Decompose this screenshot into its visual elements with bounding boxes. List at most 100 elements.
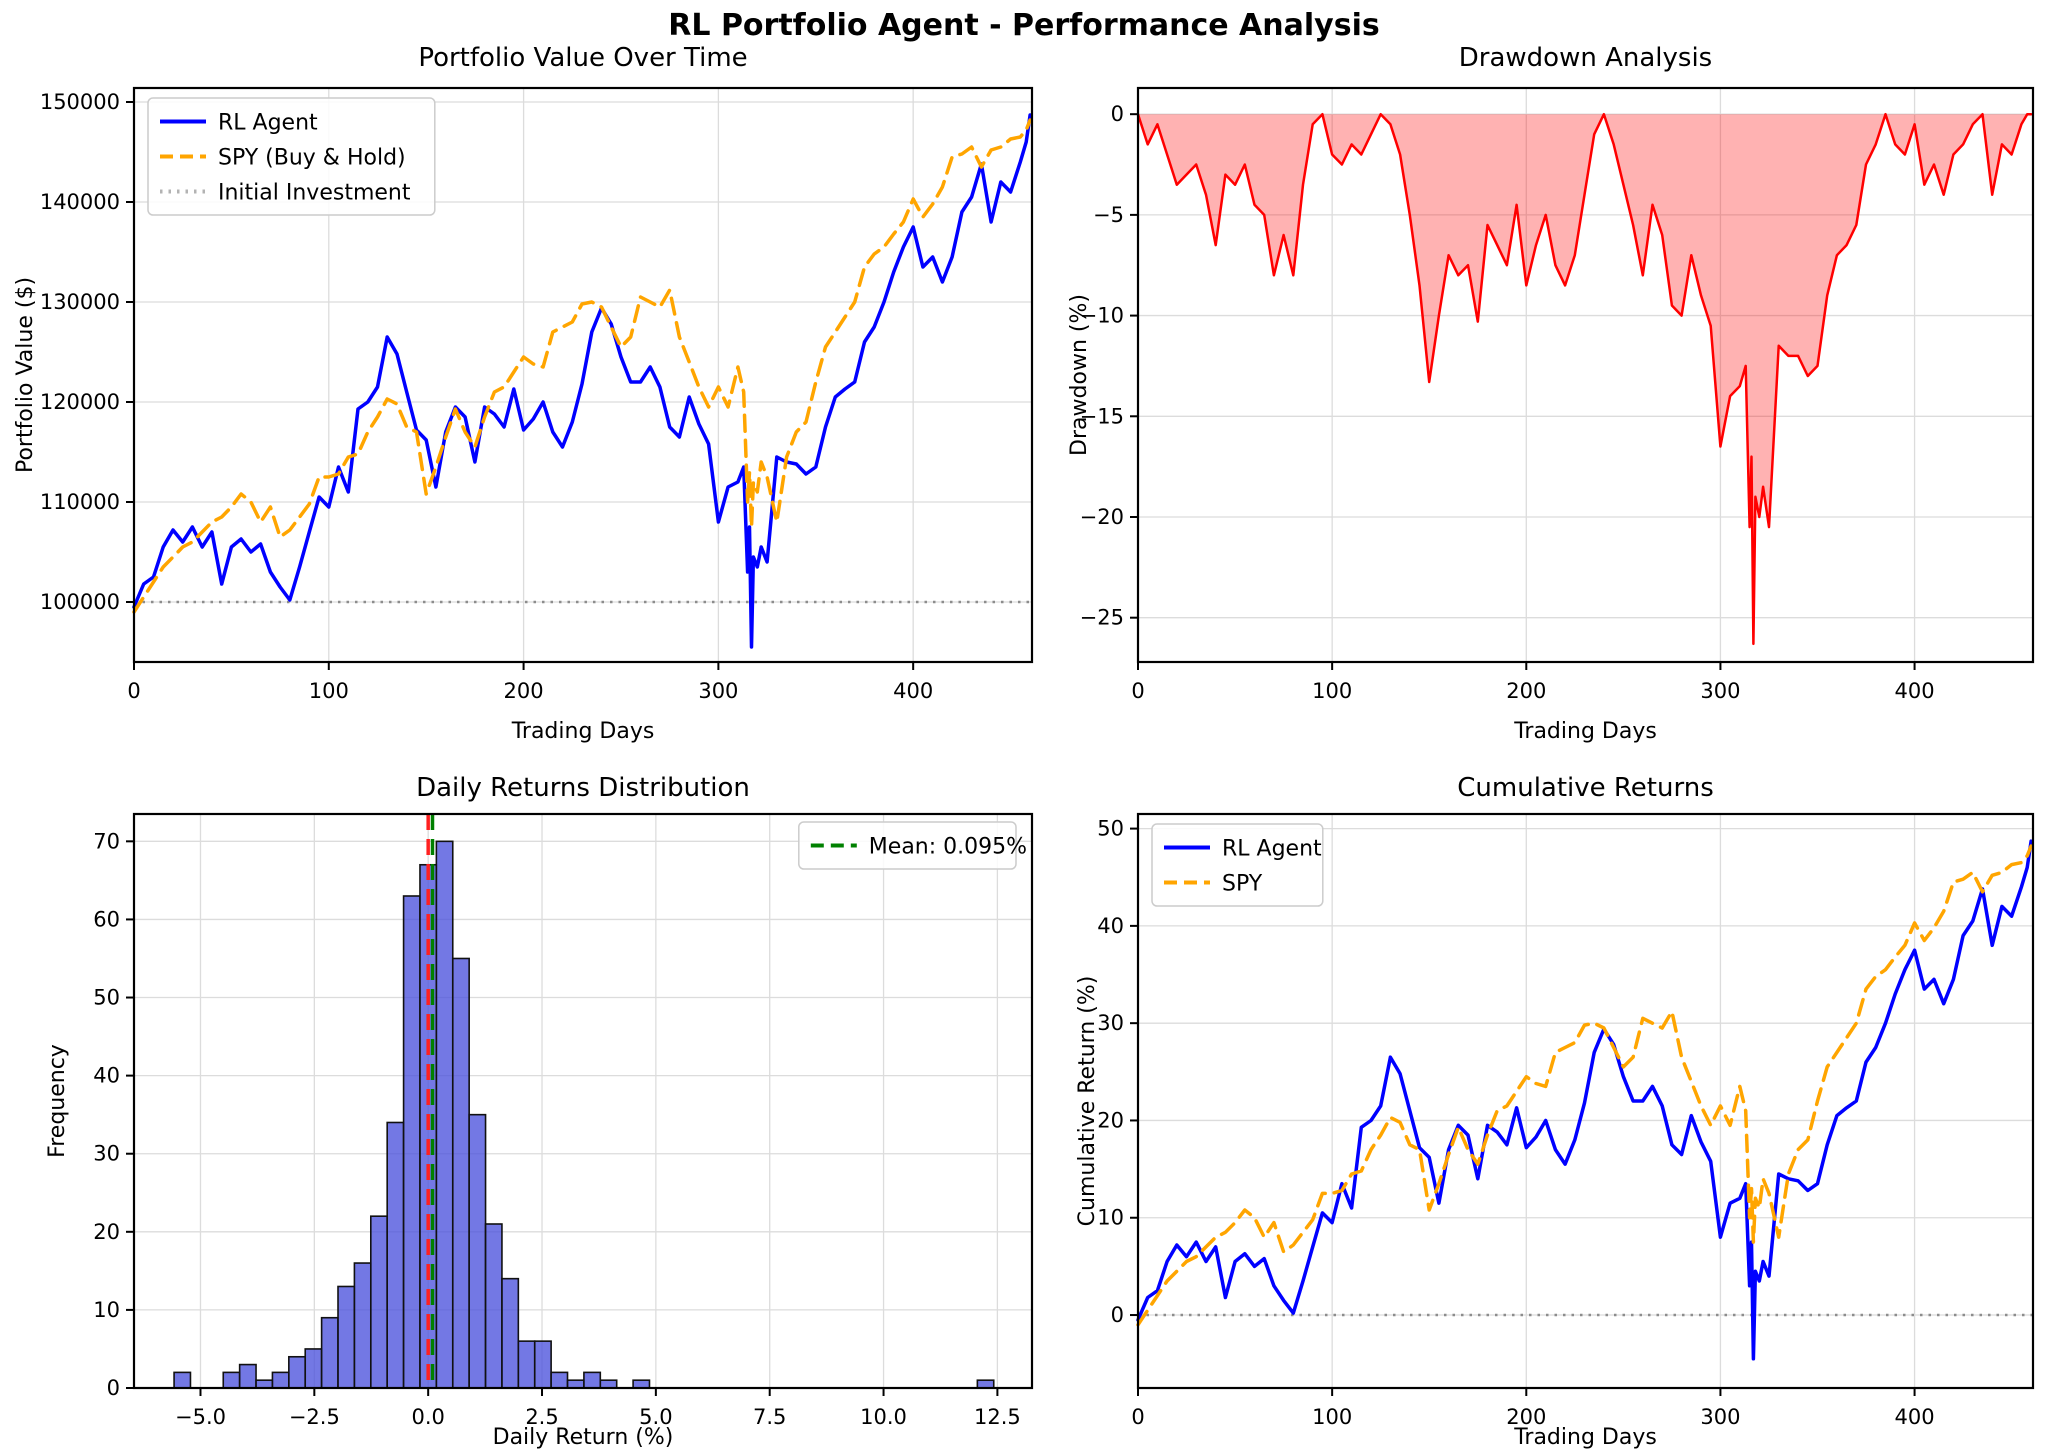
tick-label: 20 <box>1097 1108 1124 1132</box>
histogram-bar <box>337 1285 356 1389</box>
tick-label: 2.5 <box>525 1405 558 1429</box>
histogram-bar <box>255 1379 274 1389</box>
histogram-bar <box>632 1379 651 1389</box>
tick-label: 200 <box>1506 1405 1546 1429</box>
tick-label: 0 <box>1131 679 1144 703</box>
tick-label: 70 <box>93 829 120 853</box>
tick-label: 0 <box>1131 1405 1144 1429</box>
tick-label: 400 <box>1895 1405 1935 1429</box>
legend-box <box>147 97 436 216</box>
x-axis-label: Trading Days <box>1513 719 1657 744</box>
tick-label: 300 <box>698 679 738 703</box>
portfolio-value-chart: 0 100 200 300 400 100000 110000 120000 130000 140… <box>13 43 1034 744</box>
figure-title: RL Portfolio Agent - Performance Analysi… <box>668 8 1380 43</box>
tick-label: −10 <box>1080 304 1124 328</box>
legend-label: RL Agent <box>1222 837 1322 862</box>
y-axis-label: Portfolio Value ($) <box>13 277 38 473</box>
tick-label: 400 <box>893 679 933 703</box>
histogram-bar <box>386 1121 405 1389</box>
x-axis-label: Trading Days <box>511 719 655 744</box>
histogram-bar <box>484 1223 503 1389</box>
histogram-bar <box>173 1371 192 1389</box>
axes-box <box>132 86 1034 664</box>
grid <box>134 814 1032 1389</box>
tick-label: −5 <box>1093 203 1124 227</box>
tick-label: 400 <box>1895 679 1935 703</box>
axes-box <box>1136 812 2035 1390</box>
tick-label: 0 <box>127 679 140 703</box>
histogram-bar <box>550 1371 569 1389</box>
grid <box>133 88 1032 662</box>
tick-label: −15 <box>1080 404 1124 428</box>
tick-label: 20 <box>93 1220 120 1244</box>
y-axis: 0 −5 −10 −15 −20 −25 <box>1080 102 1138 630</box>
tick-label: 10.0 <box>860 1405 907 1429</box>
histogram-bar <box>271 1371 290 1389</box>
tick-label: −25 <box>1080 606 1124 630</box>
x-axis: 0 100 200 300 400 <box>1131 1388 1935 1429</box>
histogram-bar <box>599 1379 618 1389</box>
tick-label: 30 <box>1097 1011 1124 1035</box>
tick-label: 150000 <box>40 90 120 114</box>
histogram-bar <box>320 1316 339 1389</box>
legend-box <box>798 821 1017 870</box>
histogram-bar <box>288 1355 307 1389</box>
y-axis-label: Drawdown (%) <box>1067 294 1092 456</box>
series-rl-agent <box>132 113 1032 649</box>
tick-label: 7.5 <box>753 1405 786 1429</box>
tick-label: 10 <box>1097 1206 1124 1230</box>
x-axis-label: Daily Return (%) <box>493 1425 674 1450</box>
histogram-bar <box>566 1379 585 1389</box>
tick-label: 30 <box>93 1142 120 1166</box>
tick-label: −5.0 <box>175 1405 226 1429</box>
tick-label: 40 <box>93 1064 120 1088</box>
y-axis: 100000 110000 120000 130000 140000 150000 <box>40 90 134 614</box>
chart-title: Daily Returns Distribution <box>416 773 750 803</box>
tick-label: 10 <box>93 1298 120 1322</box>
cumulative-returns-chart: 0 100 200 300 400 0 10 20 30 40 50 Cumulative Retur… <box>1075 773 2035 1450</box>
y-axis-label: Frequency <box>45 1044 70 1158</box>
axes-box <box>132 812 1034 1390</box>
legend-label: Initial Investment <box>218 181 411 206</box>
y-axis-label: Cumulative Return (%) <box>1075 976 1100 1227</box>
x-axis: −5.0 −2.5 0.0 2.5 5.0 7.5 10.0 12.5 <box>175 1388 1021 1429</box>
chart-title: Cumulative Returns <box>1457 773 1713 803</box>
drawdown-chart: 0 100 200 300 400 0 −5 −10 −15 −20 −25 Drawdown Ana… <box>1067 43 2035 744</box>
tick-label: −20 <box>1080 505 1124 529</box>
tick-label: 100 <box>1312 1405 1352 1429</box>
histogram-bar <box>501 1277 520 1389</box>
histogram-bars <box>173 840 995 1389</box>
histogram-bar <box>353 1262 372 1389</box>
tick-label: 130000 <box>40 290 120 314</box>
chart-title: Drawdown Analysis <box>1459 43 1712 73</box>
x-axis: 0 100 200 300 400 <box>127 662 933 703</box>
series-rl-agent <box>1136 839 2033 1361</box>
tick-label: 60 <box>93 907 120 931</box>
tick-label: 110000 <box>40 490 120 514</box>
legend: Mean: 0.095% <box>798 821 1027 870</box>
histogram-bar <box>517 1340 536 1389</box>
histogram-bar <box>451 957 470 1389</box>
x-axis-label: Trading Days <box>1513 1425 1657 1450</box>
tick-label: 300 <box>1700 679 1740 703</box>
daily-returns-histogram: −5.0 −2.5 0.0 2.5 5.0 7.5 10.0 12.5 0 10 20 30 40 50 6… <box>45 773 1034 1450</box>
tick-label: 300 <box>1700 1405 1740 1429</box>
x-axis: 0 100 200 300 400 <box>1131 662 1935 703</box>
chart-title: Portfolio Value Over Time <box>418 43 747 73</box>
series-spy-buy-hold- <box>132 118 1032 614</box>
y-axis: 0 10 20 30 40 50 <box>1097 817 1138 1327</box>
legend-label: RL Agent <box>218 111 318 136</box>
histogram-bar <box>533 1340 552 1389</box>
series-spy <box>1136 844 2033 1327</box>
tick-label: 12.5 <box>974 1405 1021 1429</box>
histogram-bar <box>369 1215 388 1389</box>
histogram-bar <box>976 1379 995 1389</box>
tick-label: −2.5 <box>289 1405 340 1429</box>
histogram-bar <box>468 1113 487 1389</box>
tick-label: 100000 <box>40 590 120 614</box>
drawdown-area <box>1138 114 2032 644</box>
series-drawdown <box>1136 112 2033 646</box>
tick-label: 0 <box>107 1376 120 1400</box>
